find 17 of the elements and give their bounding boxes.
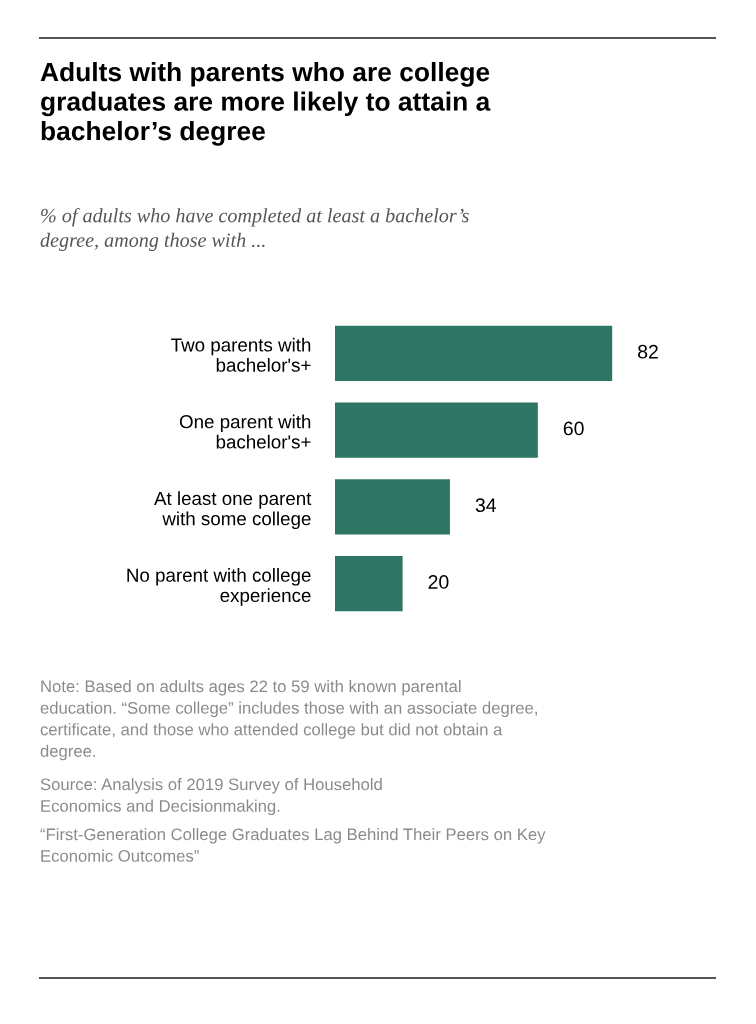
chart-title: Adults with parents who are college graduates are more likely to attain a bachelor’s degree [40,62,491,146]
bar [335,479,450,535]
data-label: 20 [428,575,449,589]
source-note: Source: Analysis of 2019 Survey of Household Economics and Decisionmaking. [40,778,382,816]
data-label: 82 [638,344,658,359]
data-label: 60 [563,421,584,436]
y-tick-label: One parent with bachelor's+ [179,414,311,449]
y-tick-label: Two parents with bachelor's+ [171,337,311,372]
bar [335,325,613,381]
bar [335,555,403,612]
y-tick-label: At least one parent with some college [154,491,312,530]
data-label: 34 [475,498,496,513]
chart-subtitle: % of adults who have completed at least a bachelor’s degree, among those with ... [40,208,469,252]
text: Note: Based on adults ages 22 to 59 with known parental education. “Some college” includes those with an associate degree, certificate, and those who attended college but did not obtain a degree. [40,680,537,761]
bar [335,402,538,458]
y-tick-label: No parent with college experience [127,568,311,606]
text: “First-Generation College Graduates Lag Behind Their Peers on Key Economic Outcomes” [40,828,546,862]
